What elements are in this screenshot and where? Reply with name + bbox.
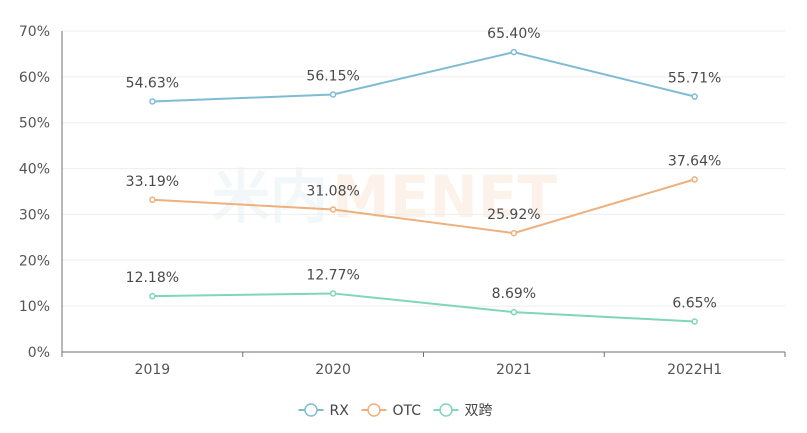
data-label: 54.63% xyxy=(126,75,179,91)
series-line xyxy=(152,292,695,323)
data-point xyxy=(149,196,156,204)
legend-item[interactable]: 双跨 xyxy=(433,403,493,419)
y-tick-label: 70% xyxy=(19,24,50,40)
x-axis: 2019 2020 2021 2022H1 xyxy=(61,351,786,378)
x-tick-label: 2020 xyxy=(315,362,351,378)
data-label: 37.64% xyxy=(668,153,721,169)
series-line xyxy=(152,178,695,235)
data-labels: 54.63% 56.15% 65.40% 55.71% 33.19% 31.08% 25.9… xyxy=(126,26,722,311)
grid-lines xyxy=(62,30,785,307)
data-point xyxy=(691,318,698,325)
x-tick-label: 2021 xyxy=(496,362,532,378)
data-label: 12.77% xyxy=(306,267,359,283)
data-label: 56.15% xyxy=(306,69,359,85)
legend[interactable]: RX OTC 双跨 xyxy=(298,403,493,419)
watermark-text-cn: 米内 xyxy=(212,163,328,231)
y-tick-label: 40% xyxy=(19,162,50,178)
x-tick-label: 2019 xyxy=(135,362,171,378)
data-label: 33.19% xyxy=(126,174,179,190)
watermark: 米内 MENET xyxy=(212,163,557,231)
legend-item[interactable]: RX xyxy=(298,403,350,419)
y-tick-label: 20% xyxy=(19,253,50,269)
legend-label: 双跨 xyxy=(465,403,493,419)
data-point xyxy=(510,48,518,56)
x-tick-label: 2022H1 xyxy=(667,362,722,378)
legend-label: OTC xyxy=(393,403,422,419)
y-tick-label: 0% xyxy=(28,345,50,361)
data-label: 55.71% xyxy=(668,71,721,87)
y-tick-label: 60% xyxy=(19,70,50,86)
legend-item[interactable]: OTC xyxy=(361,403,422,419)
legend-marker-icon xyxy=(439,403,453,417)
y-tick-label: 10% xyxy=(19,299,50,315)
data-point xyxy=(691,93,698,100)
data-point xyxy=(329,206,337,213)
y-tick-label: 50% xyxy=(19,116,50,132)
legend-marker-icon xyxy=(304,403,318,417)
data-label: 25.92% xyxy=(487,207,540,223)
y-axis: 0% 10% 20% 30% 40% 50% 60% 70% xyxy=(19,24,63,361)
data-point xyxy=(149,98,156,105)
y-tick-label: 30% xyxy=(19,207,50,223)
data-point xyxy=(329,290,337,297)
data-label: 65.40% xyxy=(487,26,540,42)
legend-marker-icon xyxy=(367,403,381,417)
watermark-text-en: MENET xyxy=(332,163,557,231)
series-line xyxy=(152,51,695,103)
data-label: 31.08% xyxy=(306,183,359,199)
data-point xyxy=(149,292,156,300)
data-label: 8.69% xyxy=(492,286,536,302)
legend-label: RX xyxy=(330,403,350,419)
data-point xyxy=(329,91,337,98)
data-point xyxy=(510,308,518,316)
data-point xyxy=(691,176,698,183)
series-group xyxy=(149,48,698,325)
data-label: 6.65% xyxy=(672,296,716,312)
data-point xyxy=(510,229,518,237)
data-label: 12.18% xyxy=(126,270,179,286)
